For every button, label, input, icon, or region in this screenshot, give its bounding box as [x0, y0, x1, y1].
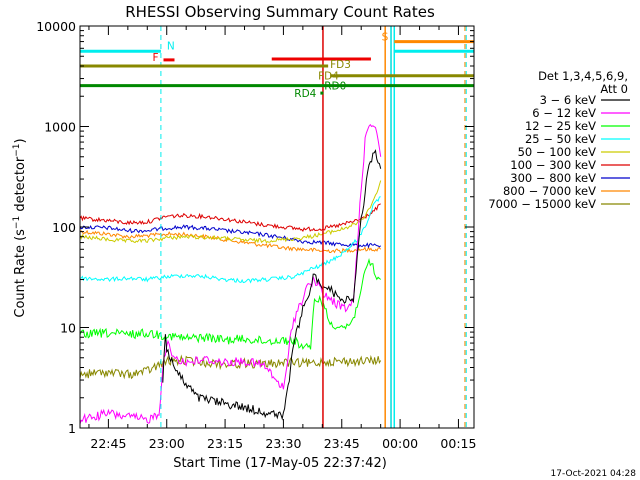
series-line-12-25 — [79, 257, 382, 350]
legend-label-50-100: 50 − 100 keV — [518, 145, 597, 159]
flag-label-s: S — [382, 32, 389, 44]
series-line-25-50 — [79, 196, 381, 284]
series-line-7000-15000 — [79, 354, 382, 380]
x-tick-label-2330: 23:30 — [265, 436, 301, 451]
y-tick-label-100: 100 — [52, 220, 76, 235]
y-tick-label-10: 10 — [60, 321, 76, 336]
legend-label-12-25: 12 − 25 keV — [525, 119, 596, 133]
flag-label-rd4: RD4 — [294, 88, 316, 100]
y-axis-label-end: ) — [13, 138, 28, 143]
legend-header: Det 1,3,4,5,6,9, — [538, 69, 628, 83]
series-line-100-300 — [79, 203, 381, 232]
axes-layer: 1 10 100 1000 10000 22:45 23:00 23:15 23:30 23:45… — [36, 19, 476, 451]
legend-label-300-800: 300 − 800 keV — [510, 171, 596, 185]
legend-label-7000-15000: 7000 − 15000 keV — [488, 197, 596, 211]
flag-label-rd0: RD0 — [324, 81, 346, 93]
series-line-50-100 — [79, 180, 382, 244]
flag-bar-rd4 — [320, 91, 324, 95]
legend-label-800-7000: 800 − 7000 keV — [503, 184, 596, 198]
series-line-3-6 — [162, 149, 382, 421]
y-axis-label-mid: detector — [13, 156, 28, 216]
flag-label-fd3: FD3 — [330, 59, 351, 71]
timestamp: 17-Oct-2021 04:28 — [551, 469, 637, 479]
y-tick-label-10000: 10000 — [36, 19, 76, 34]
y-tick-label-1: 1 — [68, 421, 76, 436]
x-tick-label-2300: 23:00 — [149, 436, 185, 451]
legend-label-100-300: 100 − 300 keV — [510, 158, 596, 172]
legend-header-att: Att 0 — [600, 82, 628, 96]
legend-label-6-12: 6 − 12 keV — [532, 106, 596, 120]
series-line-300-800 — [79, 224, 382, 249]
y-axis-label-sup2: −1 — [12, 143, 22, 156]
x-tick-label-2345: 23:45 — [324, 436, 360, 451]
flag-label-fd4: FD4 — [318, 71, 339, 83]
chart-title: RHESSI Observing Summary Count Rates — [125, 3, 435, 21]
legend-label-3-6: 3 − 6 keV — [540, 93, 597, 107]
y-axis-label-main: Count Rate (s — [13, 229, 28, 318]
flag-label-n: N — [167, 40, 175, 52]
flag-label-f: F — [152, 52, 158, 64]
x-tick-label-0000: 00:00 — [382, 436, 418, 451]
legend-label-25-50: 25 − 50 keV — [525, 132, 596, 146]
data-layer — [79, 123, 382, 425]
x-tick-label-2245: 22:45 — [90, 436, 126, 451]
y-tick-label-1000: 1000 — [44, 120, 76, 135]
y-axis-label-sup1: −1 — [12, 216, 22, 229]
series-line-6-12 — [79, 123, 382, 425]
y-axis-label: Count Rate (s−1 detector−1) — [12, 138, 28, 317]
x-tick-label-2315: 23:15 — [207, 436, 243, 451]
x-tick-label-0015: 00:15 — [440, 436, 476, 451]
x-axis-label: Start Time (17-May-05 22:37:42) — [173, 456, 387, 471]
